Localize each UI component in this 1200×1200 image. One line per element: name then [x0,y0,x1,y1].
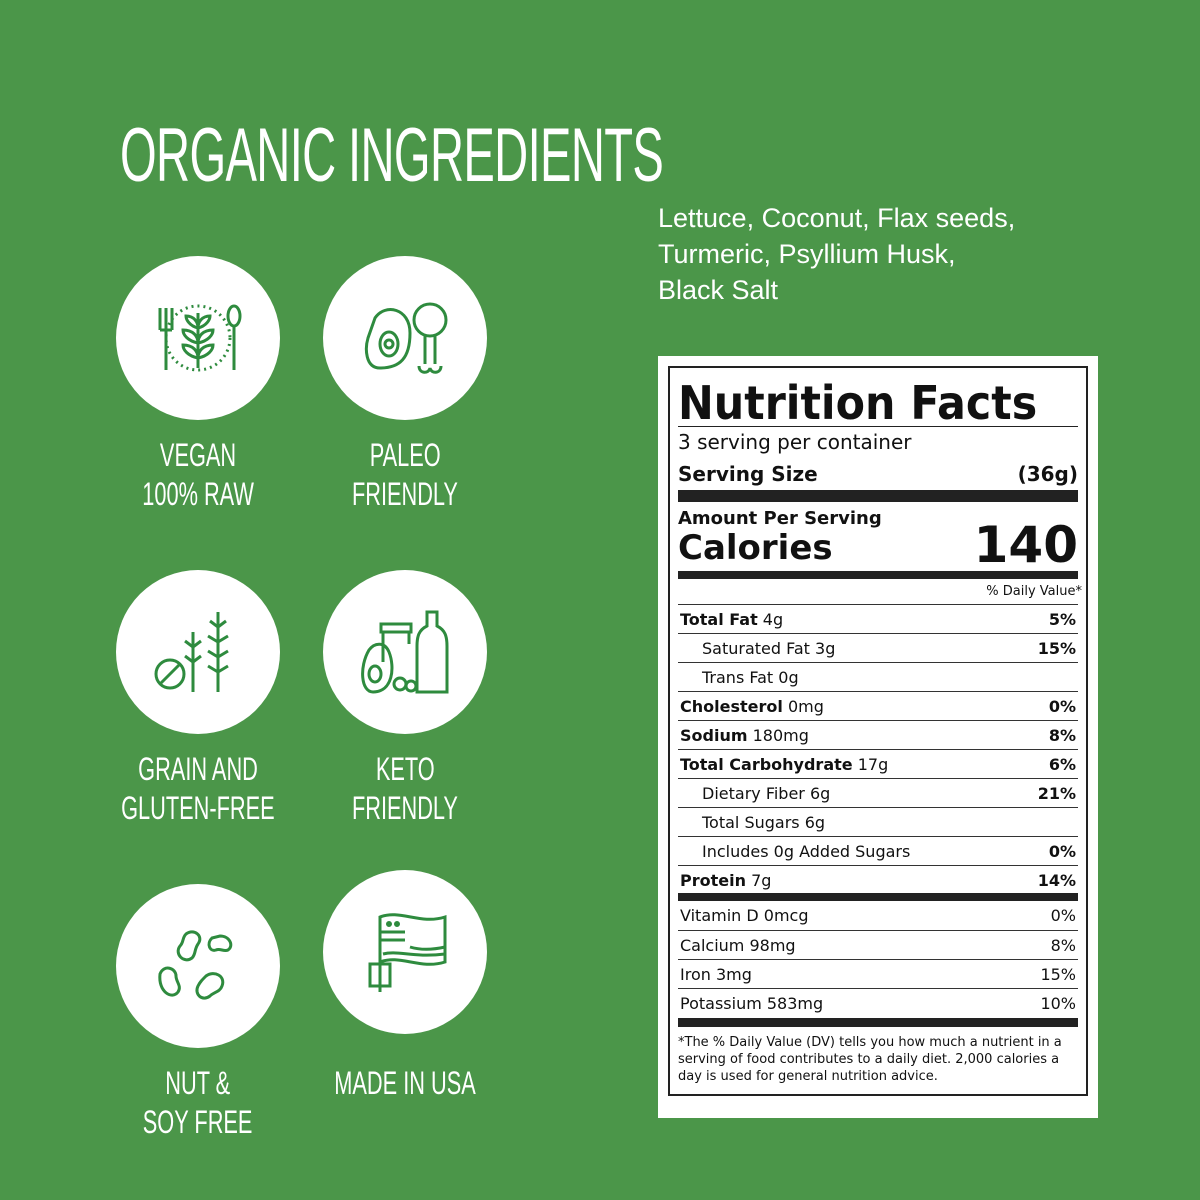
badge-label-keto: KETO FRIENDLY [352,751,458,826]
nutrient-name: Cholesterol 0mg [680,697,824,716]
nutrient-name: Includes 0g Added Sugars [702,842,911,861]
badge-label-nut-soy-free: NUT & SOY FREE [143,1065,253,1140]
vitamin-row: Calcium 98mg 8% [678,930,1078,959]
vegan-utensils-icon [116,256,280,420]
usa-flag-icon [323,870,487,1034]
vitamin-row: Iron 3mg 15% [678,959,1078,988]
ingredients-line: Turmeric, Psyllium Husk, [658,239,956,269]
nutrient-daily-value: 5% [1048,610,1076,629]
vitamin-name: Calcium 98mg [680,936,796,955]
nutrient-row: Includes 0g Added Sugars 0% [678,836,1078,865]
serving-size-label: Serving Size [678,462,818,486]
badge-label-paleo: PALEO FRIENDLY [352,437,458,512]
nutrient-row: Total Carbohydrate 17g 6% [678,749,1078,778]
ingredients-list: Lettuce, Coconut, Flax seeds, Turmeric, … [658,200,1078,308]
vitamin-daily-value: 0% [1050,906,1076,925]
vitamin-row: Potassium 583mg 10% [678,988,1078,1017]
nutrient-name: Trans Fat 0g [702,668,799,687]
calories-label: Calories [678,528,833,568]
ingredients-line: Black Salt [658,275,779,305]
nutrition-facts-label: Nutrition Facts 3 serving per container … [658,356,1098,1118]
vitamin-daily-value: 10% [1040,994,1076,1013]
nutrient-daily-value: 8% [1048,726,1076,745]
vitamin-row: Vitamin D 0mcg 0% [678,901,1078,930]
keto-food-icon [323,570,487,734]
nutrient-daily-value: 14% [1037,871,1076,890]
nutrient-name: Sodium 180mg [680,726,809,745]
nutrient-name: Saturated Fat 3g [702,639,836,658]
nutrient-row: Dietary Fiber 6g 21% [678,778,1078,807]
ingredients-line: Lettuce, Coconut, Flax seeds, [658,203,1016,233]
daily-value-header: % Daily Value* [986,584,1082,599]
nutrient-row: Protein 7g 14% [678,865,1078,894]
vitamin-daily-value: 15% [1040,965,1076,984]
nutrient-row: Total Sugars 6g [678,807,1078,836]
vitamin-name: Vitamin D 0mcg [680,906,809,925]
nutrient-daily-value: 0% [1048,697,1076,716]
grain-free-icon [116,570,280,734]
calories-value: 140 [973,516,1078,574]
nutrient-daily-value: 15% [1037,639,1076,658]
servings-per-container: 3 serving per container [678,430,912,454]
amount-per-serving: Amount Per Serving [678,508,882,529]
nutrient-daily-value: 0% [1048,842,1076,861]
nutrient-daily-value: 6% [1048,755,1076,774]
footnote: *The % Daily Value (DV) tells you how mu… [678,1035,1062,1084]
vitamin-name: Iron 3mg [680,965,752,984]
vitamin-daily-value: 8% [1050,936,1076,955]
nutrient-name: Dietary Fiber 6g [702,784,831,803]
page-title: ORGANIC INGREDIENTS [120,113,664,198]
nutrient-name: Protein 7g [680,871,772,890]
nutrient-name: Total Fat 4g [680,610,784,629]
nutrition-title: Nutrition Facts [678,376,1038,430]
nutrient-row: Saturated Fat 3g 15% [678,633,1078,662]
nutrient-row: Trans Fat 0g [678,662,1078,691]
badge-label-made-in-usa: MADE IN USA [334,1065,476,1101]
nutrient-row: Total Fat 4g 5% [678,604,1078,633]
nutrient-name: Total Carbohydrate 17g [680,755,889,774]
serving-size-value: (36g) [1017,462,1078,486]
nutrient-daily-value: 21% [1037,784,1076,803]
nutrient-row: Sodium 180mg 8% [678,720,1078,749]
badge-label-vegan: VEGAN 100% RAW [142,437,254,512]
nut-soy-free-beans-icon [116,884,280,1048]
badge-label-grain-free: GRAIN AND GLUTEN-FREE [121,751,275,826]
paleo-meat-icon [323,256,487,420]
vitamin-name: Potassium 583mg [680,994,824,1013]
nutrient-name: Total Sugars 6g [702,813,826,832]
nutrient-row: Cholesterol 0mg 0% [678,691,1078,720]
